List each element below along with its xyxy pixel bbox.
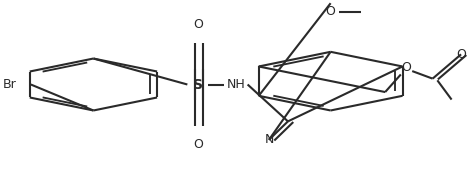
Text: NH: NH xyxy=(227,78,245,91)
Text: O: O xyxy=(456,48,466,61)
Text: O: O xyxy=(193,18,203,31)
Text: N: N xyxy=(264,133,274,146)
Text: O: O xyxy=(193,138,203,151)
Text: O: O xyxy=(402,61,411,74)
Text: S: S xyxy=(193,78,203,91)
Text: Br: Br xyxy=(2,78,16,91)
Text: O: O xyxy=(326,5,336,18)
